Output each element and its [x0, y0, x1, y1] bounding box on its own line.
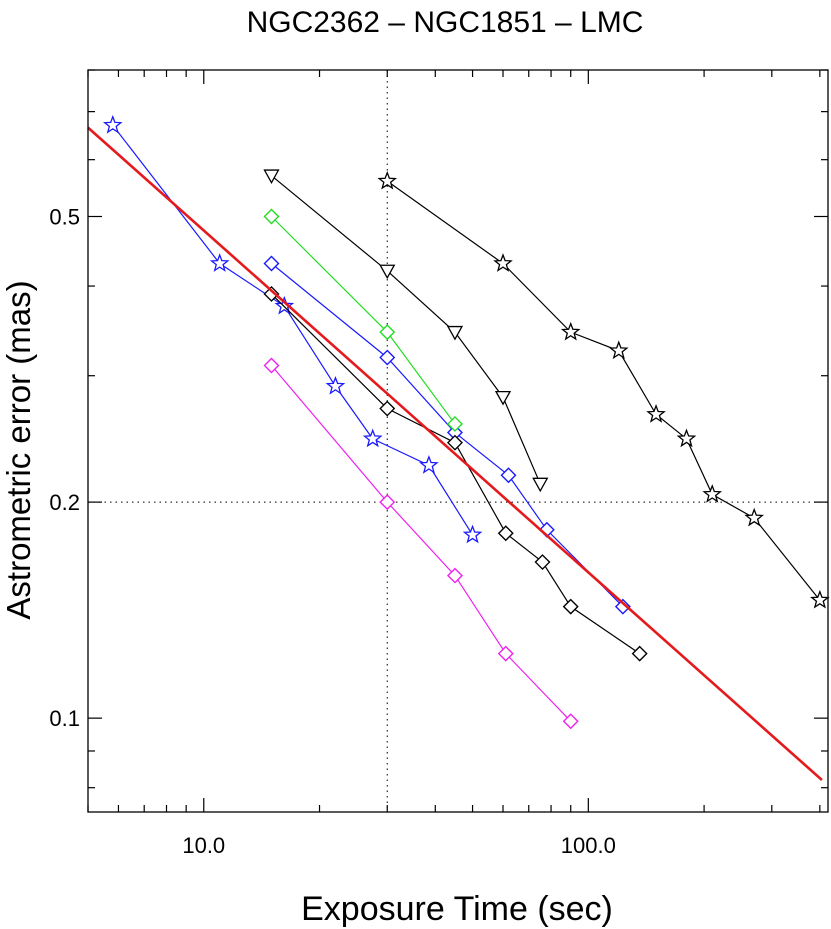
data-series — [263, 169, 549, 493]
star-marker — [646, 404, 666, 423]
diamond-marker — [631, 645, 648, 662]
triangle-down-marker — [446, 325, 464, 341]
triangle-down-marker — [379, 264, 396, 280]
diamond-marker — [379, 400, 396, 417]
y-tick-label: 0.1 — [49, 706, 80, 731]
y-tick-label: 0.2 — [49, 490, 80, 515]
star-marker — [810, 589, 830, 609]
data-series — [263, 357, 579, 730]
diamond-marker — [263, 208, 280, 225]
series-line — [271, 175, 541, 485]
diamond-marker — [614, 598, 631, 615]
star-marker — [102, 114, 123, 134]
diamond-marker — [500, 467, 517, 484]
data-series — [263, 285, 648, 662]
axis-ticks — [87, 69, 828, 812]
triangle-down-marker — [263, 169, 280, 184]
diamond-marker — [263, 255, 280, 272]
x-axis-label: Exposure Time (sec) — [301, 890, 613, 928]
data-series — [377, 170, 830, 609]
star-marker — [608, 340, 629, 360]
star-marker — [676, 428, 697, 448]
star-marker — [462, 524, 483, 544]
diamond-marker — [446, 567, 463, 584]
tick-labels: 10.0 100.0 0.1 0.2 0.5 — [49, 204, 615, 858]
series-line — [271, 293, 641, 655]
fit-line-group — [87, 126, 823, 781]
x-tick-label: 10.0 — [182, 833, 225, 858]
diamond-marker — [562, 598, 579, 615]
plot-frame — [87, 69, 829, 813]
plot-series — [102, 114, 830, 730]
star-marker — [419, 455, 439, 474]
diamond-marker — [497, 525, 514, 542]
star-marker — [493, 253, 513, 272]
diamond-marker — [446, 434, 463, 451]
diamond-marker — [379, 494, 396, 511]
diamond-marker — [534, 554, 551, 571]
star-marker — [209, 253, 230, 272]
star-marker — [744, 507, 765, 527]
diamond-marker — [446, 415, 463, 432]
series-line — [386, 180, 821, 601]
star-marker — [377, 170, 398, 190]
series-line — [271, 263, 624, 608]
series-line — [112, 124, 474, 536]
fit-line — [87, 126, 823, 781]
diamond-marker — [497, 645, 514, 662]
x-tick-label: 100.0 — [561, 833, 616, 858]
star-marker — [362, 428, 383, 448]
data-series — [102, 114, 483, 544]
star-marker — [560, 321, 581, 341]
star-marker — [274, 295, 295, 315]
diamond-marker — [562, 713, 579, 730]
diamond-marker — [263, 285, 280, 302]
series-line — [271, 216, 456, 425]
series-line — [271, 365, 572, 722]
star-marker — [325, 375, 346, 395]
data-series — [263, 208, 463, 432]
diamond-marker — [263, 357, 280, 374]
star-marker — [702, 484, 723, 503]
y-axis-label: Astrometric error (mas) — [0, 280, 37, 619]
y-tick-label: 0.5 — [49, 204, 80, 229]
diamond-marker — [379, 349, 396, 366]
triangle-down-marker — [532, 477, 549, 493]
triangle-down-marker — [494, 390, 512, 406]
reference-lines — [88, 70, 828, 812]
chart-title: NGC2362 – NGC1851 – LMC — [247, 6, 644, 39]
diamond-marker — [379, 324, 396, 341]
